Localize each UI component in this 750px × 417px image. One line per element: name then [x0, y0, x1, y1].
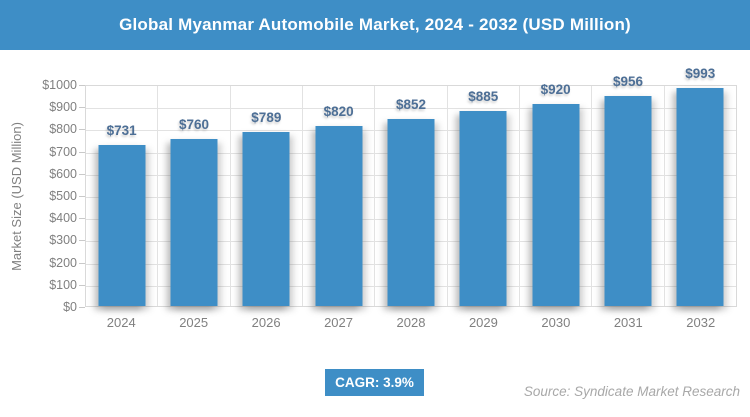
y-tick-mark — [79, 129, 85, 131]
bar — [387, 118, 435, 306]
bar-value-label: $993 — [685, 65, 716, 81]
y-tick-mark — [79, 284, 85, 286]
y-tick-mark — [79, 173, 85, 175]
y-tick-mark — [79, 262, 85, 264]
x-tick-label: 2029 — [468, 315, 498, 330]
x-axis: 2024 2025 2026 2027 2028 2029 2030 2031 2032 — [85, 315, 737, 330]
x-tick-label: 2030 — [541, 315, 571, 330]
bar-value-label: $920 — [540, 81, 571, 97]
x-tick-label: 2028 — [396, 315, 426, 330]
bar-column: $920 — [520, 82, 593, 306]
bar-value-label: $731 — [106, 123, 137, 139]
y-tick-label: $500 — [49, 189, 77, 203]
bar-column: $956 — [592, 74, 665, 306]
bar — [604, 95, 652, 306]
bar-value-label: $789 — [251, 110, 282, 126]
x-tick-label: 2024 — [106, 315, 136, 330]
bar-column: $731 — [86, 86, 159, 306]
cagr-badge: CAGR: 3.9% — [325, 369, 424, 396]
y-tick-mark — [79, 240, 85, 242]
bar-value-label: $956 — [612, 73, 643, 89]
x-tick-label: 2027 — [324, 315, 353, 330]
bar-column: $820 — [303, 86, 376, 306]
bar — [315, 125, 363, 306]
x-tick-label: 2026 — [251, 315, 281, 330]
y-axis: $0 $100 $200 $300 $400 $500 $600 $700 $800 $900 $1… — [0, 78, 77, 314]
source-text: Source: Syndicate Market Research — [523, 384, 740, 399]
bar — [170, 138, 218, 306]
plot-area: $731 $760 $789 $820 $852 $885 $920 $956 $993 — [85, 66, 737, 307]
bar-value-label: $885 — [468, 89, 499, 105]
y-tick-mark — [79, 307, 85, 308]
y-tick-label: $800 — [49, 122, 77, 137]
bar — [459, 111, 507, 306]
gridline-horizontal — [86, 108, 736, 110]
y-tick-label: $200 — [49, 255, 77, 270]
bar — [98, 145, 146, 306]
y-tick-label: $700 — [49, 144, 77, 159]
y-tick-label: $0 — [63, 300, 77, 314]
bar-value-label: $820 — [323, 103, 354, 119]
y-tick-label: $100 — [49, 277, 77, 292]
bar — [242, 132, 290, 306]
y-tick-mark — [79, 196, 85, 197]
bar-column: $789 — [231, 86, 303, 306]
y-tick-label: $900 — [49, 100, 77, 115]
bar — [676, 87, 724, 306]
y-tick-mark — [79, 151, 85, 153]
x-tick-label: 2031 — [613, 315, 643, 330]
bar — [532, 103, 580, 306]
y-tick-label: $1000 — [42, 78, 77, 92]
bar-value-label: $760 — [178, 116, 210, 132]
y-tick-label: $600 — [49, 166, 77, 181]
y-tick-mark — [79, 85, 85, 86]
x-tick-label: 2025 — [179, 315, 209, 330]
y-tick-label: $400 — [49, 211, 77, 226]
y-tick-label: $300 — [49, 233, 77, 248]
y-tick-mark — [79, 107, 85, 109]
chart-title: Global Myanmar Automobile Market, 2024 -… — [119, 15, 631, 34]
bar-column: $760 — [158, 86, 231, 306]
y-tick-mark — [79, 218, 85, 220]
x-tick-label: 2032 — [686, 315, 716, 330]
bar-column: $885 — [448, 86, 520, 306]
bar-column: $993 — [665, 66, 736, 306]
bar-value-label: $852 — [395, 96, 426, 112]
bar-column: $852 — [375, 86, 448, 306]
chart-header: Global Myanmar Automobile Market, 2024 -… — [0, 0, 750, 50]
